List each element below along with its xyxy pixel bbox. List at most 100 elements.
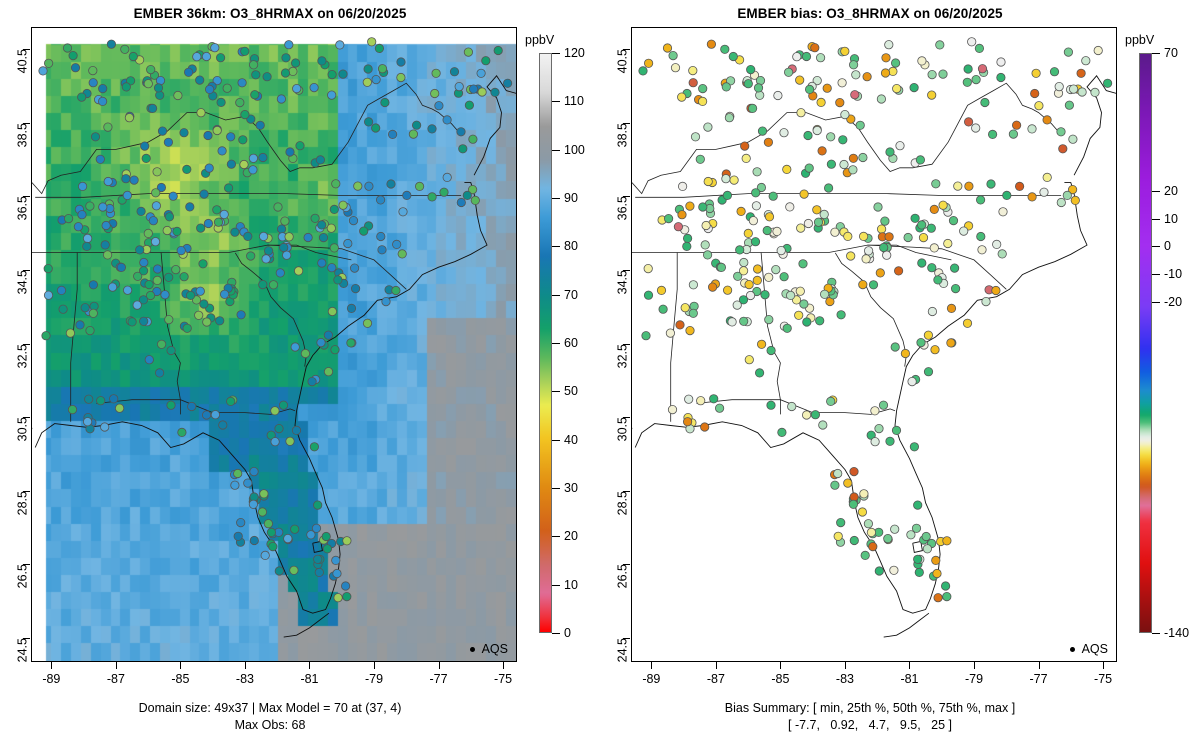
aqs-site-marker[interactable] — [218, 420, 228, 430]
aqs-site-marker[interactable] — [833, 468, 843, 479]
aqs-site-marker[interactable] — [139, 266, 149, 276]
aqs-site-marker[interactable] — [787, 401, 797, 412]
aqs-site-marker[interactable] — [688, 65, 698, 76]
aqs-site-marker[interactable] — [833, 531, 843, 541]
aqs-bias-points-right[interactable] — [632, 28, 1116, 661]
aqs-site-marker[interactable] — [805, 84, 815, 95]
aqs-site-marker[interactable] — [784, 67, 794, 77]
aqs-site-marker[interactable] — [688, 308, 698, 318]
aqs-site-marker[interactable] — [58, 304, 68, 314]
aqs-site-marker[interactable] — [891, 425, 902, 435]
aqs-site-marker[interactable] — [387, 129, 398, 140]
aqs-site-marker[interactable] — [885, 147, 895, 157]
aqs-site-marker[interactable] — [885, 436, 895, 446]
aqs-site-marker[interactable] — [63, 214, 74, 224]
aqs-site-marker[interactable] — [942, 591, 952, 602]
aqs-site-marker[interactable] — [179, 272, 189, 282]
aqs-site-marker[interactable] — [238, 135, 248, 145]
aqs-site-marker[interactable] — [162, 225, 172, 236]
aqs-site-marker[interactable] — [311, 523, 322, 533]
aqs-site-marker[interactable] — [771, 265, 781, 275]
aqs-site-marker[interactable] — [349, 263, 360, 273]
aqs-site-marker[interactable] — [108, 282, 118, 292]
aqs-site-marker[interactable] — [148, 103, 158, 114]
aqs-site-marker[interactable] — [322, 544, 332, 554]
aqs-site-marker[interactable] — [782, 323, 792, 333]
aqs-site-marker[interactable] — [212, 205, 222, 215]
aqs-site-marker[interactable] — [949, 263, 960, 273]
aqs-site-marker[interactable] — [163, 137, 173, 147]
aqs-site-marker[interactable] — [290, 342, 300, 352]
aqs-site-marker[interactable] — [430, 88, 440, 99]
aqs-site-marker[interactable] — [643, 290, 654, 300]
aqs-site-marker[interactable] — [802, 317, 812, 327]
aqs-site-marker[interactable] — [164, 314, 174, 325]
aqs-site-marker[interactable] — [292, 83, 302, 94]
aqs-site-marker[interactable] — [696, 396, 706, 406]
aqs-site-marker[interactable] — [766, 400, 776, 410]
aqs-site-marker[interactable] — [1062, 190, 1072, 200]
aqs-site-marker[interactable] — [442, 115, 452, 125]
aqs-site-marker[interactable] — [929, 243, 939, 253]
aqs-site-marker[interactable] — [913, 554, 923, 564]
aqs-site-marker[interactable] — [145, 290, 156, 301]
aqs-site-marker[interactable] — [688, 78, 698, 88]
aqs-site-marker[interactable] — [230, 227, 240, 237]
aqs-site-marker[interactable] — [884, 40, 894, 50]
aqs-observation-points-left[interactable] — [32, 28, 516, 661]
aqs-site-marker[interactable] — [685, 201, 695, 211]
aqs-site-marker[interactable] — [156, 182, 166, 193]
aqs-site-marker[interactable] — [124, 113, 135, 123]
aqs-site-marker[interactable] — [115, 403, 125, 413]
aqs-site-marker[interactable] — [684, 394, 694, 404]
aqs-site-marker[interactable] — [323, 367, 334, 377]
aqs-site-marker[interactable] — [454, 81, 464, 92]
aqs-site-marker[interactable] — [768, 191, 778, 201]
aqs-site-marker[interactable] — [103, 176, 113, 187]
aqs-site-marker[interactable] — [755, 368, 765, 378]
aqs-site-marker[interactable] — [715, 403, 725, 413]
aqs-site-marker[interactable] — [943, 238, 953, 249]
aqs-site-marker[interactable] — [129, 175, 139, 185]
aqs-site-marker[interactable] — [363, 117, 374, 127]
aqs-site-marker[interactable] — [38, 66, 48, 76]
aqs-site-marker[interactable] — [933, 275, 943, 285]
aqs-site-marker[interactable] — [755, 90, 765, 100]
aqs-site-marker[interactable] — [888, 66, 898, 77]
aqs-site-marker[interactable] — [638, 66, 648, 76]
aqs-site-marker[interactable] — [733, 271, 743, 281]
aqs-site-marker[interactable] — [998, 207, 1008, 217]
aqs-site-marker[interactable] — [855, 120, 865, 130]
aqs-site-marker[interactable] — [835, 98, 845, 108]
aqs-site-marker[interactable] — [44, 58, 54, 68]
aqs-site-marker[interactable] — [850, 90, 860, 100]
aqs-site-marker[interactable] — [212, 75, 222, 86]
aqs-site-marker[interactable] — [155, 90, 165, 100]
aqs-site-marker[interactable] — [921, 531, 931, 542]
aqs-site-marker[interactable] — [741, 153, 751, 163]
aqs-site-marker[interactable] — [1070, 195, 1080, 205]
aqs-site-marker[interactable] — [172, 226, 182, 236]
aqs-site-marker[interactable] — [763, 137, 773, 147]
aqs-site-marker[interactable] — [216, 53, 226, 63]
aqs-site-marker[interactable] — [185, 202, 195, 212]
aqs-site-marker[interactable] — [291, 425, 302, 435]
aqs-site-marker[interactable] — [106, 39, 117, 49]
aqs-site-marker[interactable] — [751, 188, 761, 198]
aqs-site-marker[interactable] — [212, 125, 222, 136]
aqs-site-marker[interactable] — [477, 87, 487, 97]
aqs-site-marker[interactable] — [202, 317, 212, 327]
aqs-site-marker[interactable] — [138, 295, 149, 305]
aqs-site-marker[interactable] — [321, 531, 331, 542]
aqs-site-marker[interactable] — [870, 406, 880, 416]
aqs-site-marker[interactable] — [203, 130, 213, 141]
aqs-site-marker[interactable] — [1031, 68, 1041, 78]
aqs-site-marker[interactable] — [397, 249, 407, 259]
aqs-site-marker[interactable] — [338, 200, 348, 210]
aqs-site-marker[interactable] — [801, 51, 812, 62]
aqs-site-marker[interactable] — [1068, 134, 1078, 144]
aqs-site-marker[interactable] — [963, 117, 974, 127]
aqs-site-marker[interactable] — [785, 202, 795, 212]
aqs-site-marker[interactable] — [153, 264, 163, 274]
aqs-site-marker[interactable] — [779, 128, 789, 138]
